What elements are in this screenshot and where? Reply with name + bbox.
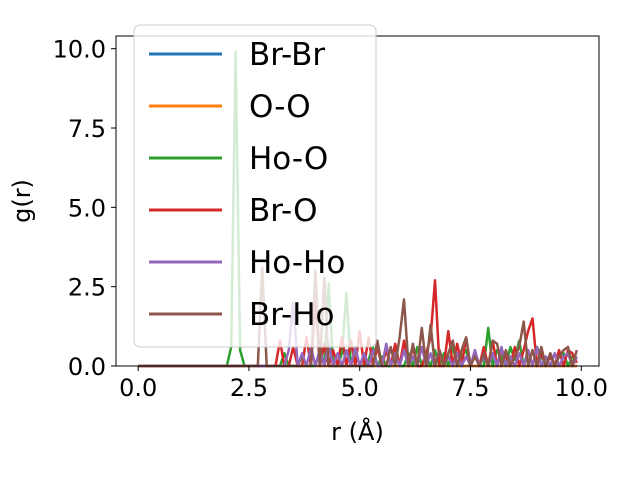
x-tick-label: 10.0	[555, 374, 608, 402]
x-tick-label: 0.0	[119, 374, 157, 402]
x-axis-label: r (Å)	[331, 417, 384, 446]
y-tick-label: 10.0	[53, 36, 106, 64]
legend-label: Ho-Ho	[249, 245, 345, 281]
y-tick-label: 5.0	[68, 194, 106, 222]
y-tick-label: 0.0	[68, 353, 106, 381]
x-tick-label: 7.5	[451, 374, 489, 402]
y-axis-label: g(r)	[8, 179, 36, 223]
legend-label: Br-Ho	[249, 297, 335, 333]
legend-label: Ho-O	[249, 141, 328, 177]
x-tick-label: 5.0	[341, 374, 379, 402]
legend: Br-Br O-O Ho-O Br-O Ho-Ho Br-Ho	[133, 24, 377, 348]
y-axis: 0.0 2.5 5.0 7.5 10.0	[53, 36, 116, 381]
y-tick-label: 7.5	[68, 115, 106, 143]
legend-label: O-O	[249, 89, 311, 125]
x-axis: 0.0 2.5 5.0 7.5 10.0	[119, 366, 608, 402]
y-tick-label: 2.5	[68, 274, 106, 302]
legend-label: Br-O	[249, 193, 317, 229]
x-tick-label: 2.5	[230, 374, 268, 402]
legend-label: Br-Br	[249, 37, 325, 73]
